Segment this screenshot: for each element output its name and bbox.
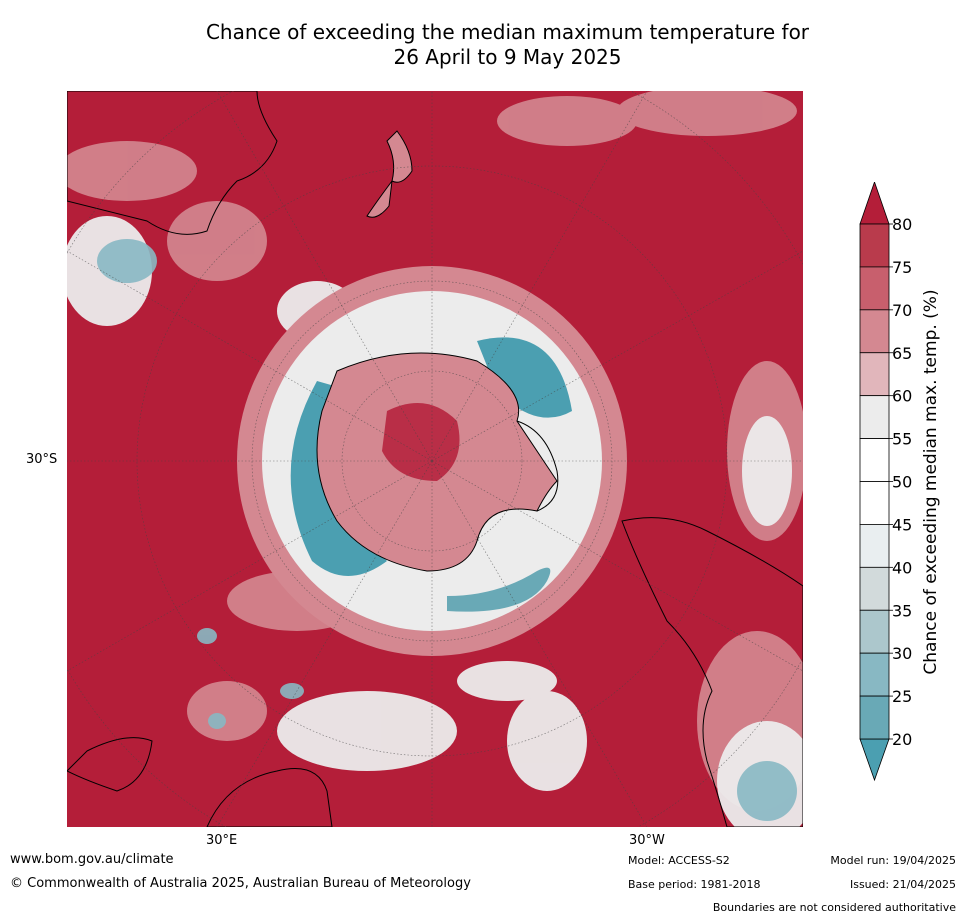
lon-label-30w: 30°W [629,833,665,848]
colorbar-bin-11 [859,695,890,740]
africa-landmass [206,768,333,827]
colorbar-tick-label-2: 70 [892,301,912,320]
colorbar-bin-3 [859,352,890,397]
footer-base-period: Base period: 1981-2018 [628,878,761,891]
colorbar-tick-label-4: 60 [892,387,912,406]
colorbar-tick-label-10: 30 [892,644,912,663]
cool-anomaly-south [447,567,551,612]
footer-issued: Issued: 21/04/2025 [849,878,956,891]
new-zealand-north-island [386,130,413,183]
cool-patches [97,239,797,821]
colorbar-tick-label-1: 75 [892,258,912,277]
colorbar-tick-label-8: 40 [892,558,912,577]
lat-label-30s: 30°S [26,452,58,467]
colorbar-bin-10 [859,652,890,697]
map-title: Chance of exceeding the median maximum t… [0,20,965,70]
colorbar-tick-label-0: 80 [892,215,912,234]
colorbar-tick-label-9: 35 [892,601,912,620]
colorbar-bin-7 [859,524,890,568]
australia-landmass [67,91,278,235]
south-america-landmass [621,517,803,827]
colorbar: 80 75 70 65 60 55 50 45 40 35 30 25 20 [859,182,912,782]
footer-disclaimer: Boundaries are not considered authoritat… [712,901,956,914]
colorbar-bin-2 [859,309,890,354]
colorbar-tick-label-7: 45 [892,515,912,534]
antarctic-peninsula [516,420,559,512]
map-title-line-2: 26 April to 9 May 2025 [393,45,622,69]
colorbar-tick-label-3: 65 [892,344,912,363]
footer-url: www.bom.gov.au/climate [10,852,174,867]
graticule [67,91,803,827]
colorbar-under-arrow [859,738,890,782]
colorbar-over-arrow [859,182,890,225]
footer-model: Model: ACCESS-S2 [628,854,730,867]
colorbar-bin-4 [859,395,890,439]
lon-label-30e: 30°E [206,833,238,848]
colorbar-bin-8 [859,566,890,611]
colorbar-tick-label-5: 55 [892,430,912,449]
colorbar-bin-1 [859,266,890,311]
colorbar-bin-5 [859,438,890,482]
footer-model-run: Model run: 19/04/2025 [830,854,956,867]
colorbar-bin-9 [859,609,890,654]
map-title-line-1: Chance of exceeding the median maximum t… [205,20,810,44]
colorbar-tick-label-12: 20 [892,730,912,749]
madagascar-landmass [67,737,153,792]
colorbar-bin-6 [859,481,890,525]
probability-map [67,91,803,827]
cool-anomaly-east [477,337,572,418]
colorbar-bin-0 [859,223,890,268]
colorbar-tick-label-11: 25 [892,687,912,706]
footer-copyright: © Commonwealth of Australia 2025, Austra… [10,876,471,891]
colorbar-tick-label-6: 50 [892,473,912,492]
new-zealand-south-island [366,179,393,218]
